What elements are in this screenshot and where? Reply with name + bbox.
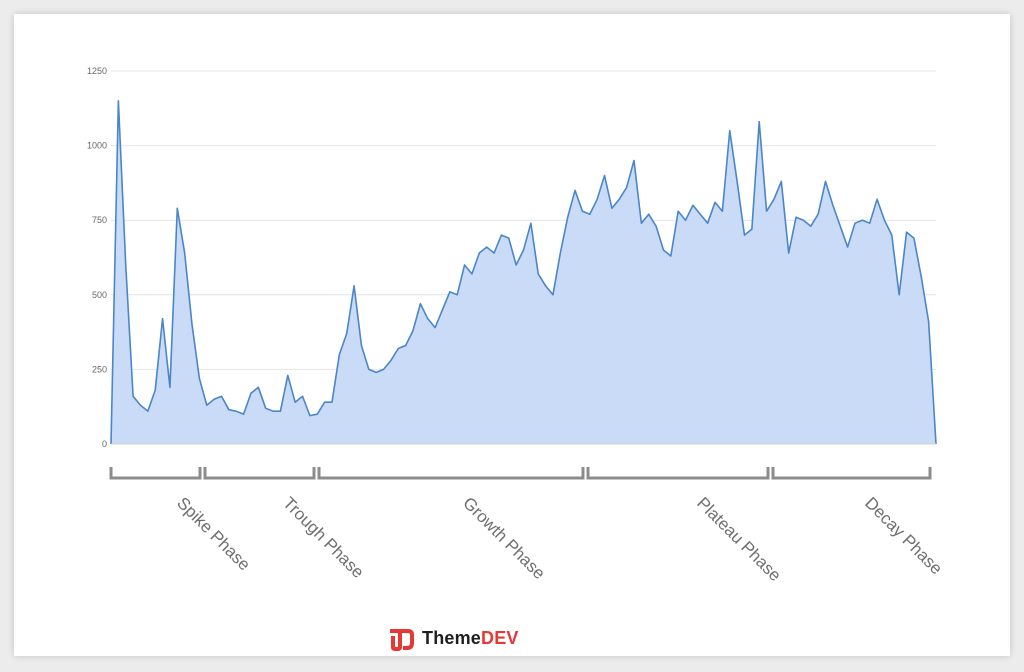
brand-name-main: Theme — [422, 627, 482, 648]
brand-name-accent: DEV — [481, 627, 519, 648]
phase-bracket — [771, 467, 932, 480]
themedev-logo-icon — [390, 629, 414, 651]
phase-label: Spike Phase — [173, 493, 254, 574]
phase-bracket — [586, 467, 770, 480]
y-tick-label: 1250 — [87, 66, 107, 76]
y-tick-label: 0 — [102, 439, 107, 449]
phase-label: Growth Phase — [459, 493, 549, 583]
phase-label: Plateau Phase — [693, 493, 785, 585]
y-tick-label: 1000 — [87, 141, 107, 151]
chart-card: 0 250 500 750 1000 1250 Spike Phase Trough Phas… — [14, 14, 1010, 656]
brand-name: ThemeDEV — [422, 628, 519, 649]
y-tick-label: 250 — [92, 364, 107, 374]
area-chart: 0 250 500 750 1000 1250 Spike Phase Trough Phas… — [87, 66, 946, 585]
y-tick-label: 500 — [92, 290, 107, 300]
phase-bracket — [109, 467, 202, 480]
phase-label: Decay Phase — [861, 493, 946, 578]
phase-bracket — [203, 467, 316, 480]
brand-watermark: ThemeDEV — [386, 622, 519, 654]
series-area-fill — [111, 100, 936, 444]
y-tick-label: 750 — [92, 215, 107, 225]
phase-label: Trough Phase — [279, 493, 368, 582]
phase-bracket — [317, 467, 585, 480]
series-line — [110, 100, 937, 445]
